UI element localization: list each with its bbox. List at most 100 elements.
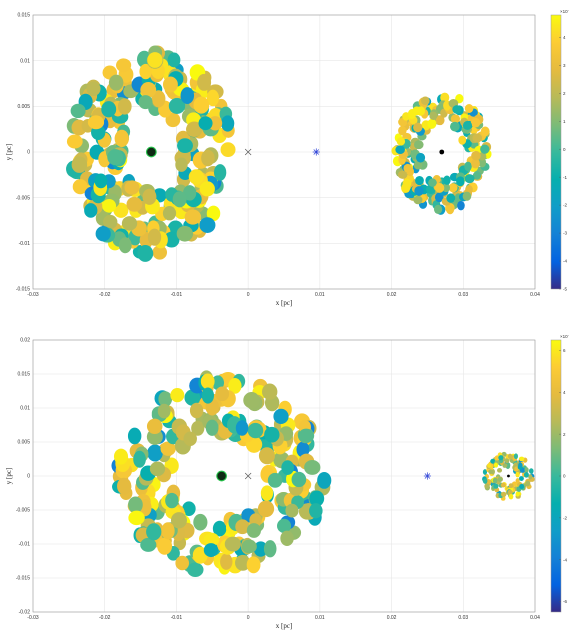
particle-point — [84, 203, 98, 218]
x-tick-label: -0.01 — [171, 292, 183, 298]
y-tick-label: 0.015 — [17, 13, 30, 19]
particle-point — [142, 188, 157, 205]
particle-point — [117, 98, 132, 115]
particle-point — [396, 137, 406, 146]
x-tick-label: 0.02 — [387, 615, 397, 621]
particle-point — [458, 135, 467, 145]
particle-point — [464, 174, 475, 184]
colorbar-tick-label: -5 — [563, 287, 567, 292]
colorbar-tick-label: -2 — [563, 203, 567, 208]
particle-point — [133, 450, 146, 468]
x-tick-label: -0.02 — [99, 292, 111, 298]
particle-point — [208, 116, 223, 131]
particle-point — [446, 204, 455, 215]
particle-point — [128, 510, 145, 526]
particle-point — [70, 103, 86, 119]
colorbar-tick-label: 2 — [563, 91, 566, 96]
particle-point — [121, 216, 138, 231]
x-axis-label: x [pc] — [276, 299, 293, 307]
particle-point — [304, 459, 321, 475]
particle-point — [450, 121, 460, 132]
y-tick-label: -0.015 — [16, 576, 30, 582]
particle-point — [264, 426, 280, 443]
particle-point — [246, 556, 261, 574]
particle-point — [273, 408, 289, 425]
particle-point — [427, 118, 437, 129]
particle-point — [247, 422, 264, 439]
colorbar-tick-label: -1 — [563, 175, 567, 180]
particle-point — [201, 387, 215, 404]
particle-point — [415, 175, 424, 186]
particle-point — [151, 90, 166, 108]
particle-point — [515, 491, 520, 497]
particle-point — [497, 477, 503, 482]
particle-point — [420, 96, 430, 106]
particle-point — [508, 493, 514, 500]
colorbar-tick-label: 6 — [563, 348, 566, 353]
particle-point — [163, 231, 180, 248]
particle-point — [456, 176, 465, 187]
particle-point — [446, 193, 456, 203]
y-tick-label: 0.015 — [17, 372, 30, 378]
cluster-1 — [66, 45, 236, 262]
particle-point — [452, 105, 462, 114]
x-tick-label: -0.03 — [27, 615, 39, 621]
x-tick-label: -0.03 — [27, 292, 39, 298]
particle-point — [464, 104, 474, 113]
particle-point — [107, 149, 124, 166]
y-tick-label: -0.02 — [19, 610, 31, 616]
particle-point — [193, 513, 208, 531]
particle-point — [515, 471, 520, 478]
chart-panel-bottom: -0.03 -0.02 -0.01 0 0.01 0.02 0.03 0.04 -0.02 -0.… — [0, 315, 569, 630]
particle-point — [448, 183, 458, 193]
particle-point — [507, 489, 513, 496]
particle-point — [147, 444, 163, 462]
particle-point — [197, 73, 212, 91]
particle-point — [246, 523, 261, 538]
particle-point — [113, 448, 129, 465]
y-tick-label: 0.005 — [17, 104, 30, 110]
particle-point — [470, 117, 481, 128]
particle-point — [412, 106, 422, 116]
particle-point — [403, 163, 413, 173]
particle-point — [180, 87, 195, 105]
particle-point — [464, 161, 472, 172]
particle-point — [518, 462, 523, 468]
particle-point — [309, 503, 323, 519]
particle-point — [528, 474, 533, 480]
particle-point — [138, 95, 153, 110]
cluster-2 — [482, 451, 535, 501]
y-tick-label: -0.01 — [19, 542, 31, 548]
particle-point — [435, 115, 445, 126]
y-tick-label: 0.01 — [20, 58, 30, 64]
particle-point — [470, 125, 478, 135]
x-tick-label: 0.02 — [387, 292, 397, 298]
colorbar-tick-label: -4 — [563, 557, 567, 562]
colorbar — [550, 14, 562, 290]
particle-point — [187, 562, 204, 577]
particle-point — [124, 180, 140, 195]
y-tick-label: 0.01 — [20, 406, 30, 412]
particle-point — [317, 471, 332, 489]
particle-point — [183, 431, 197, 447]
star-marker — [312, 148, 320, 156]
colorbar-tick-label: -2 — [563, 515, 567, 520]
particle-point — [502, 463, 508, 468]
particle-point — [433, 204, 443, 215]
particle-point — [508, 483, 514, 489]
particle-point — [203, 532, 220, 547]
particle-point — [493, 483, 499, 489]
x-axis-label: x [pc] — [276, 622, 293, 630]
particle-point — [162, 206, 177, 221]
particle-point — [127, 427, 142, 445]
particle-point — [199, 181, 215, 197]
particle-point — [440, 92, 450, 103]
particle-point — [260, 485, 274, 501]
chart-panel-top: -0.03 -0.02 -0.01 0 0.01 0.02 0.03 0.04 -0.015 -0… — [5, 9, 569, 307]
particle-point — [523, 472, 529, 478]
particle-point — [102, 198, 117, 213]
particle-point — [471, 150, 481, 161]
particle-point — [263, 540, 277, 558]
particle-point — [442, 183, 451, 193]
colorbar-tick-label: 3 — [563, 63, 566, 68]
